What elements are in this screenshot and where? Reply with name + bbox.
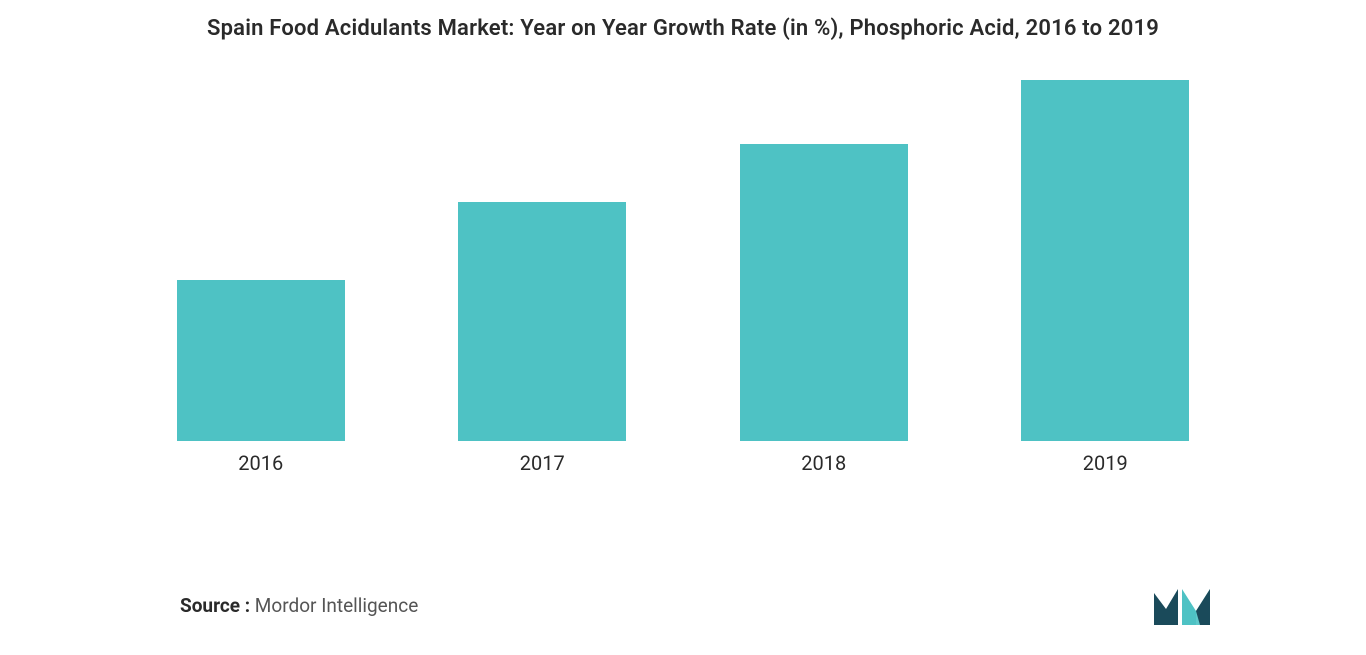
x-axis-labels: 2016 2017 2018 2019 <box>120 451 1246 475</box>
chart-title: Spain Food Acidulants Market: Year on Ye… <box>0 0 1366 51</box>
x-label: 2018 <box>700 451 948 475</box>
bar-group <box>137 280 385 441</box>
bar-2016 <box>177 280 345 441</box>
bar-2019 <box>1021 80 1189 441</box>
bar-2017 <box>458 202 626 441</box>
x-label: 2016 <box>137 451 385 475</box>
bar-group <box>981 80 1229 441</box>
bar-group <box>418 202 666 441</box>
mordor-logo-icon <box>1152 585 1216 627</box>
bar-group <box>700 144 948 441</box>
bar-2018 <box>740 144 908 441</box>
bars-area <box>120 51 1246 441</box>
x-label: 2017 <box>418 451 666 475</box>
source-text: Mordor Intelligence <box>250 594 418 617</box>
source-label: Source : <box>180 594 250 617</box>
x-label: 2019 <box>981 451 1229 475</box>
source-attribution: Source : Mordor Intelligence <box>180 594 418 617</box>
chart-container: 2016 2017 2018 2019 <box>0 51 1366 481</box>
